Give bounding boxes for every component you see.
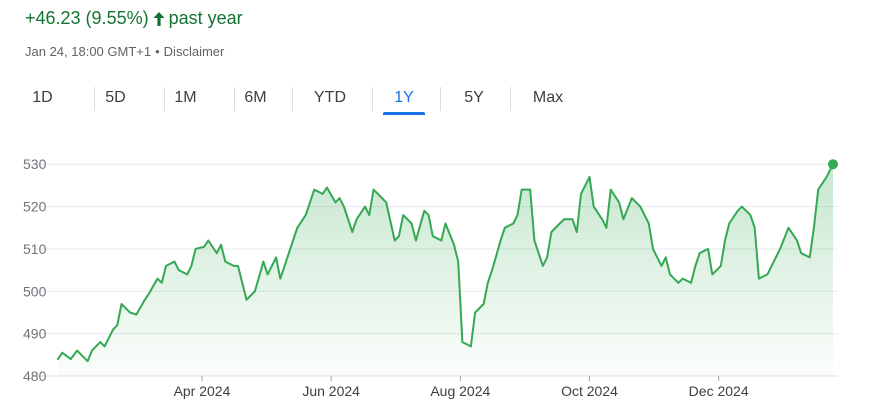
tab-6m[interactable]: 6M [244,89,267,106]
y-tick-label: 490 [23,326,47,342]
x-tick-label: Apr 2024 [174,383,231,399]
tab-divider [94,87,95,111]
disclaimer-link[interactable]: Disclaimer [163,44,225,59]
price-area [58,164,833,376]
price-change-period: past year [168,8,243,28]
tab-ytd[interactable]: YTD [314,89,346,106]
tab-divider [234,87,235,111]
y-tick-label: 520 [23,199,47,215]
y-tick-label: 480 [23,368,47,384]
x-tick-label: Aug 2024 [430,383,490,399]
tab-divider [164,87,165,111]
tab-divider [510,87,511,111]
tab-1d[interactable]: 1D [32,89,53,106]
price-change: +46.23 (9.55%) past year [25,8,243,29]
price-change-value: +46.23 (9.55%) [25,8,149,28]
active-tab-indicator [383,112,425,115]
tab-1m[interactable]: 1M [174,89,197,106]
latest-price-point [828,159,838,170]
meta-separator: • [155,44,160,59]
tab-5d[interactable]: 5D [105,89,126,106]
y-tick-label: 510 [23,241,47,257]
arrow-up-icon [153,11,165,26]
quote-meta: Jan 24, 18:00 GMT+1 • Disclaimer [25,44,224,59]
tab-1y[interactable]: 1Y [383,84,425,115]
tab-max[interactable]: Max [532,89,564,106]
y-tick-label: 530 [23,156,47,172]
x-axis: Apr 2024 Jun 2024 Aug 2024 Oct 2024 Dec 2024 [174,376,749,399]
x-tick-label: Jun 2024 [302,383,360,399]
tab-divider [372,87,373,111]
tab-5y[interactable]: 5Y [464,89,484,106]
tab-divider [440,87,441,111]
x-tick-label: Dec 2024 [689,383,749,399]
price-line [57,163,834,363]
y-axis-labels: 480 490 500 510 520 530 [23,156,47,384]
x-tick-label: Oct 2024 [561,383,618,399]
y-tick-label: 500 [23,283,47,299]
quote-timestamp: Jan 24, 18:00 GMT+1 [25,44,152,59]
tab-divider [292,87,293,111]
